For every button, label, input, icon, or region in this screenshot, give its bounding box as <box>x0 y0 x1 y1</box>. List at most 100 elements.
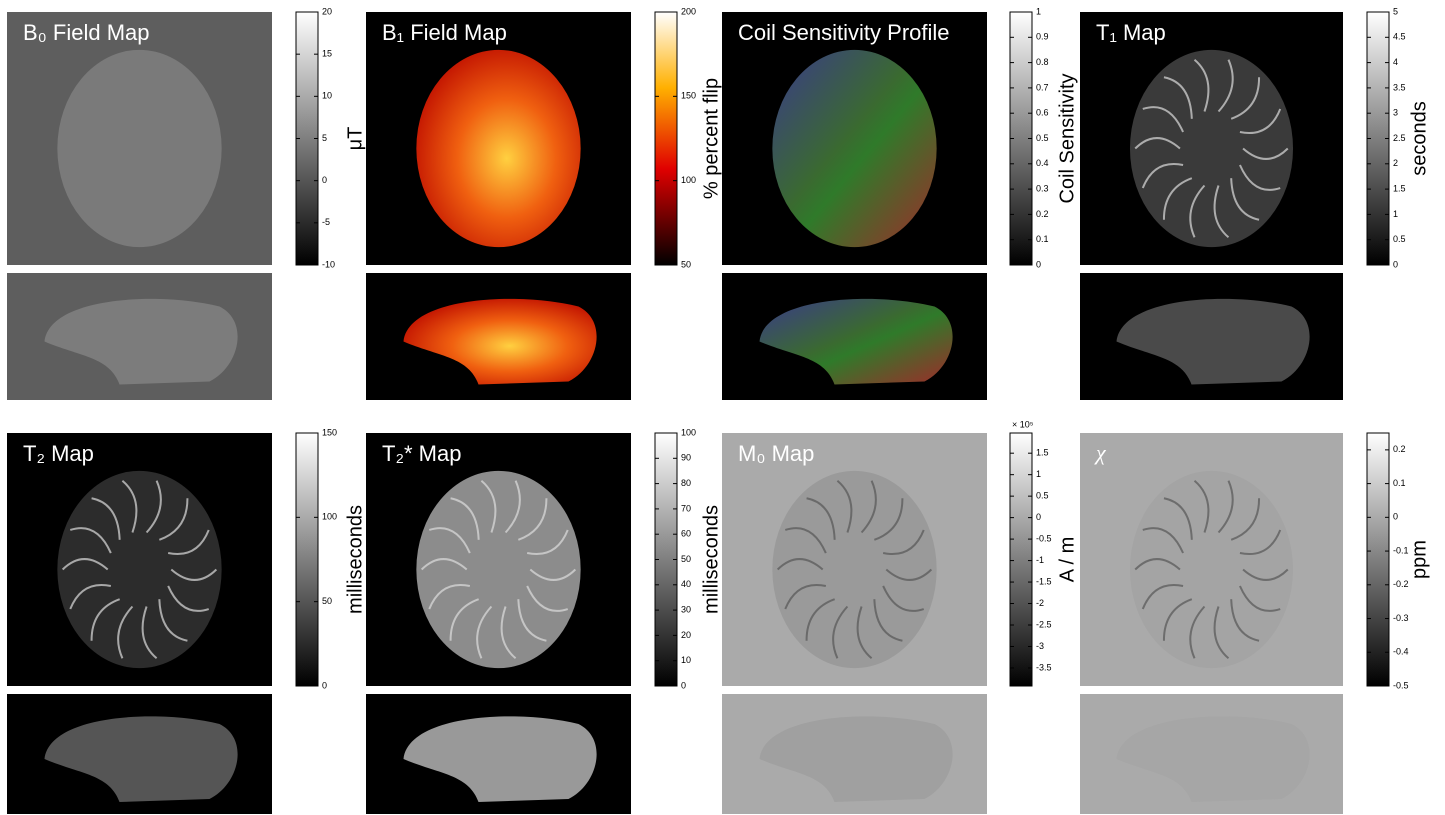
colorbar-tick-label: 20 <box>322 6 332 16</box>
colorbar-tick-label: 0 <box>1393 512 1398 522</box>
colorbar-tick-label: 50 <box>681 554 691 564</box>
colorbar-tick-label: -3.5 <box>1036 662 1052 672</box>
colorbar-tick-label: -0.5 <box>1036 533 1052 543</box>
colorbar <box>1010 433 1032 686</box>
colorbar-unit: ppm <box>1408 540 1430 579</box>
colorbar-tick-label: -0.4 <box>1393 647 1409 657</box>
colorbar-tick-label: -3 <box>1036 641 1044 651</box>
colorbar-tick-label: 2 <box>1393 158 1398 168</box>
colorbar-tick-label: 100 <box>681 175 696 185</box>
colorbar-tick-label: 150 <box>322 427 337 437</box>
colorbar-tick-label: -2.5 <box>1036 619 1052 629</box>
colorbar <box>1367 433 1389 686</box>
axial-brain <box>1130 471 1293 668</box>
colorbar-tick-label: -1.5 <box>1036 576 1052 586</box>
colorbar-tick-label: 150 <box>681 91 696 101</box>
colorbar-tick-label: 0 <box>1036 259 1041 269</box>
colorbar <box>296 433 318 686</box>
colorbar-tick-label: -0.1 <box>1393 545 1409 555</box>
colorbar-multiplier: × 10⁵ <box>1012 419 1034 429</box>
colorbar-tick-label: 100 <box>322 512 337 522</box>
colorbar-tick-label: 30 <box>681 604 691 614</box>
colorbar-tick-label: 0.1 <box>1393 478 1406 488</box>
colorbar-unit: % percent flip <box>700 78 722 199</box>
panel-title: B₁ Field Map <box>382 20 507 45</box>
colorbar-tick-label: -1 <box>1036 555 1044 565</box>
colorbar-tick-label: -10 <box>322 259 335 269</box>
colorbar-tick-label: 40 <box>681 579 691 589</box>
colorbar-tick-label: 1.5 <box>1393 183 1406 193</box>
colorbar <box>655 12 677 265</box>
colorbar-tick-label: 0.5 <box>1036 133 1049 143</box>
colorbar-tick-label: 1 <box>1036 6 1041 16</box>
colorbar-tick-label: 200 <box>681 6 696 16</box>
colorbar-tick-label: 0.1 <box>1036 234 1049 244</box>
colorbar-tick-label: -5 <box>322 217 330 227</box>
map-panel: T₂ Map 0 50 100 150 milliseconds <box>7 427 366 814</box>
colorbar-tick-label: 0 <box>681 680 686 690</box>
colorbar-tick-label: 50 <box>322 596 332 606</box>
panel-title: T₂* Map <box>382 441 461 466</box>
colorbar-tick-label: 10 <box>681 655 691 665</box>
colorbar-tick-label: 3.5 <box>1393 82 1406 92</box>
map-panel: T₂* Map 0 10 20 30 40 50 60 70 80 90 100 millisecond… <box>366 427 722 814</box>
colorbar-tick-label: 10 <box>322 91 332 101</box>
colorbar-unit: A / m <box>1056 537 1078 583</box>
panel-title: Coil Sensitivity Profile <box>738 20 950 45</box>
colorbar-tick-label: 80 <box>681 478 691 488</box>
colorbar-tick-label: 0.9 <box>1036 32 1049 42</box>
colorbar-tick-label: 15 <box>322 49 332 59</box>
colorbar-tick-label: 60 <box>681 529 691 539</box>
colorbar-tick-label: 0 <box>322 175 327 185</box>
colorbar-tick-label: 1.5 <box>1036 448 1049 458</box>
colorbar-tick-label: 90 <box>681 453 691 463</box>
colorbar-tick-label: 20 <box>681 630 691 640</box>
panel-title: M₀ Map <box>738 441 814 466</box>
colorbar-tick-label: 70 <box>681 503 691 513</box>
axial-brain <box>57 50 221 247</box>
colorbar-tick-label: 0.5 <box>1036 491 1049 501</box>
map-panel: χ -0.5 -0.4 -0.3 -0.2 -0.1 0 0.1 0.2 ppm <box>1080 433 1430 814</box>
colorbar-unit: μT <box>344 127 366 151</box>
colorbar-tick-label: 0.8 <box>1036 57 1049 67</box>
colorbar-tick-label: 0.3 <box>1036 183 1049 193</box>
axial-brain <box>416 471 580 668</box>
colorbar-tick-label: 0 <box>1393 259 1398 269</box>
colorbar-tick-label: 50 <box>681 259 691 269</box>
map-panel: Coil Sensitivity Profile00.10.20.30.40.5… <box>722 6 1078 400</box>
colorbar-tick-label: -0.2 <box>1393 579 1409 589</box>
colorbar-tick-label: -0.5 <box>1393 680 1409 690</box>
colorbar-unit: seconds <box>1408 101 1430 176</box>
colorbar-unit: milliseconds <box>344 505 366 614</box>
panel-title: T₂ Map <box>23 441 94 466</box>
colorbar-tick-label: 0.5 <box>1393 234 1406 244</box>
colorbar-tick-label: 1 <box>1393 209 1398 219</box>
colorbar-tick-label: 5 <box>1393 6 1398 16</box>
colorbar-tick-label: 4.5 <box>1393 32 1406 42</box>
axial-brain <box>772 50 936 247</box>
axial-brain <box>57 471 221 668</box>
colorbar-tick-label: 100 <box>681 427 696 437</box>
axial-brain <box>416 50 580 247</box>
axial-brain <box>772 471 936 668</box>
figure: B₀ Field Map-10-505101520μTB₁ Field Map5… <box>0 0 1445 815</box>
panel-title: B₀ Field Map <box>23 20 150 45</box>
colorbar-tick-label: -0.3 <box>1393 613 1409 623</box>
colorbar-tick-label: 3 <box>1393 108 1398 118</box>
colorbar-tick-label: 0.6 <box>1036 108 1049 118</box>
panel-title: T₁ Map <box>1096 20 1166 45</box>
colorbar-tick-label: 1 <box>1036 469 1041 479</box>
colorbar-tick-label: 4 <box>1393 57 1398 67</box>
colorbar-tick-label: 0 <box>322 680 327 690</box>
map-panel: B₁ Field Map 50 100 150 200 % percent flip <box>366 6 722 400</box>
panel-title: χ <box>1094 440 1107 465</box>
colorbar-tick-label: 0.2 <box>1393 444 1406 454</box>
map-panel: M₀ Map -3.5 -3 -2.5 -2 -1.5 -1 -0.5 0 0.5 1 1.5 × 10… <box>722 419 1078 814</box>
colorbar-unit: Coil Sensitivity <box>1056 73 1078 203</box>
colorbar-tick-label: 0.7 <box>1036 82 1049 92</box>
colorbar-tick-label: -2 <box>1036 598 1044 608</box>
colorbar-tick-label: 0 <box>1036 512 1041 522</box>
colorbar-tick-label: 0.4 <box>1036 158 1049 168</box>
colorbar-unit: milliseconds <box>700 505 722 614</box>
